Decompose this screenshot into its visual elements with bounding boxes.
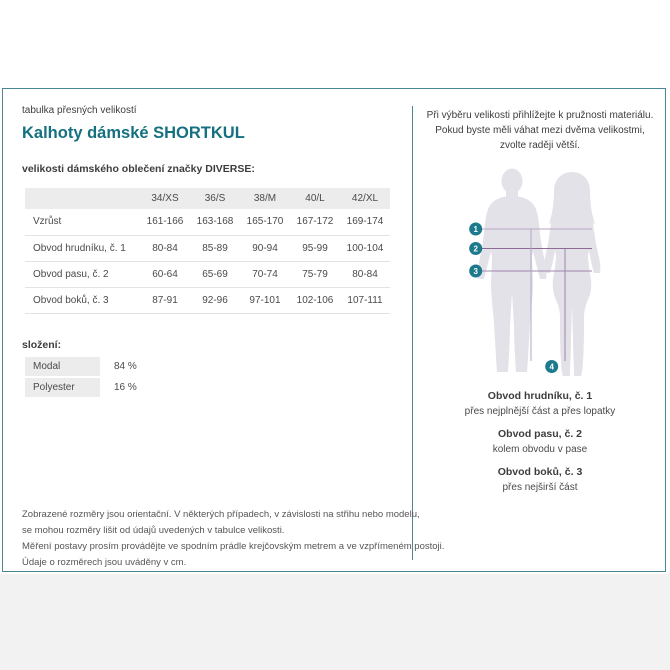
row-label-height: Vzrůst bbox=[25, 209, 140, 236]
measurement-lines bbox=[482, 228, 592, 361]
marker-3: 3 bbox=[469, 264, 483, 278]
size-column-header: 40/L bbox=[290, 188, 340, 209]
composition-row: Modal 84 % bbox=[25, 357, 137, 376]
legend-title: Obvod pasu, č. 2 bbox=[497, 428, 583, 440]
measure-markers: 1 2 3 4 bbox=[469, 222, 559, 373]
size-table: 34/XS 36/S 38/M 40/L 42/XL Vzrůst 161-16… bbox=[25, 188, 390, 314]
table-cell: 163-168 bbox=[190, 209, 240, 236]
product-title: Kalhoty dámské SHORTKUL bbox=[22, 124, 245, 142]
material-percent: 16 % bbox=[114, 382, 137, 393]
male-silhouette bbox=[477, 168, 547, 372]
marker-4: 4 bbox=[545, 360, 559, 373]
page-bottom-background bbox=[0, 574, 670, 670]
legend-entry-hips: Obvod boků, č. 3 přes nejširší část bbox=[413, 466, 667, 494]
legend-description: kolem obvodu v pase bbox=[492, 444, 588, 455]
table-cell: 80-84 bbox=[340, 261, 390, 288]
svg-text:1: 1 bbox=[473, 225, 478, 234]
table-row: Vzrůst 161-166 163-168 165-170 167-172 1… bbox=[25, 209, 390, 236]
table-cell: 169-174 bbox=[340, 209, 390, 236]
composition-heading: složení: bbox=[22, 339, 62, 351]
row-label-chest: Obvod hrudníku, č. 1 bbox=[25, 235, 140, 262]
marker-1: 1 bbox=[469, 222, 483, 236]
measurement-notes: Zobrazené rozměry jsou orientační. V něk… bbox=[22, 507, 444, 571]
legend-description: přes nejširší část bbox=[502, 482, 578, 493]
advice-line: zvolte raději větší. bbox=[499, 140, 581, 151]
table-cell: 165-170 bbox=[240, 209, 290, 236]
size-column-header: 34/XS bbox=[140, 188, 190, 209]
table-cell: 65-69 bbox=[190, 261, 240, 288]
table-cell: 102-106 bbox=[290, 287, 340, 314]
table-cell: 80-84 bbox=[140, 235, 190, 262]
advice-line: Pokud byste měli váhat mezi dvěma veliko… bbox=[435, 125, 645, 136]
table-cell: 97-101 bbox=[240, 287, 290, 314]
table-eyebrow-label: tabulka přesných velikostí bbox=[22, 105, 137, 116]
legend-description: přes nejplnější část a přes lopatky bbox=[464, 406, 616, 417]
table-cell: 87-91 bbox=[140, 287, 190, 314]
marker-2: 2 bbox=[469, 242, 483, 255]
row-label-hips: Obvod boků, č. 3 bbox=[25, 287, 140, 314]
row-label-waist: Obvod pasu, č. 2 bbox=[25, 261, 140, 288]
table-cell: 90-94 bbox=[240, 235, 290, 262]
size-column-header: 38/M bbox=[240, 188, 290, 209]
size-table-subtitle: velikosti dámského oblečení značky DIVER… bbox=[22, 163, 255, 175]
size-column-header: 36/S bbox=[190, 188, 240, 209]
svg-text:2: 2 bbox=[473, 245, 478, 254]
note-line: Údaje o rozměrech jsou uváděny v cm. bbox=[22, 557, 187, 568]
advice-line: Při výběru velikosti přihlížejte k pružn… bbox=[426, 110, 654, 121]
table-cell: 107-111 bbox=[340, 287, 390, 314]
table-cell: 75-79 bbox=[290, 261, 340, 288]
legend-title: Obvod boků, č. 3 bbox=[497, 466, 583, 478]
panel-divider bbox=[412, 106, 413, 560]
legend-entry-chest: Obvod hrudníku, č. 1 přes nejplnější čás… bbox=[413, 390, 667, 418]
female-silhouette bbox=[543, 172, 601, 376]
svg-text:3: 3 bbox=[473, 267, 478, 276]
size-column-header: 42/XL bbox=[340, 188, 390, 209]
size-table-corner-cell bbox=[25, 188, 140, 209]
table-cell: 95-99 bbox=[290, 235, 340, 262]
composition-table: Modal 84 % Polyester 16 % bbox=[25, 357, 137, 399]
material-percent: 84 % bbox=[114, 361, 137, 372]
legend-title: Obvod hrudníku, č. 1 bbox=[487, 390, 593, 402]
table-cell: 92-96 bbox=[190, 287, 240, 314]
table-cell: 70-74 bbox=[240, 261, 290, 288]
legend-entry-waist: Obvod pasu, č. 2 kolem obvodu v pase bbox=[413, 428, 667, 456]
composition-row: Polyester 16 % bbox=[25, 378, 137, 397]
measurement-legend: Obvod hrudníku, č. 1 přes nejplnější čás… bbox=[413, 390, 667, 504]
table-row: Obvod hrudníku, č. 1 80-84 85-89 90-94 9… bbox=[25, 235, 390, 262]
table-cell: 85-89 bbox=[190, 235, 240, 262]
note-line: Měření postavy prosím provádějte ve spod… bbox=[22, 541, 445, 552]
table-row: Obvod pasu, č. 2 60-64 65-69 70-74 75-79… bbox=[25, 261, 390, 288]
size-advice-text: Při výběru velikosti přihlížejte k pružn… bbox=[413, 108, 667, 153]
size-table-header-row: 34/XS 36/S 38/M 40/L 42/XL bbox=[25, 188, 390, 209]
table-row: Obvod boků, č. 3 87-91 92-96 97-101 102-… bbox=[25, 287, 390, 314]
material-name: Polyester bbox=[25, 378, 100, 397]
svg-text:4: 4 bbox=[549, 363, 554, 372]
size-chart-frame bbox=[2, 88, 666, 572]
note-line: se mohou rozměry lišit od údajů uvedenýc… bbox=[22, 525, 285, 536]
table-cell: 100-104 bbox=[340, 235, 390, 262]
body-measurement-diagram: 1 2 3 4 bbox=[469, 168, 601, 376]
table-cell: 60-64 bbox=[140, 261, 190, 288]
note-line: Zobrazené rozměry jsou orientační. V něk… bbox=[22, 509, 420, 520]
table-cell: 161-166 bbox=[140, 209, 190, 236]
table-cell: 167-172 bbox=[290, 209, 340, 236]
material-name: Modal bbox=[25, 357, 100, 376]
